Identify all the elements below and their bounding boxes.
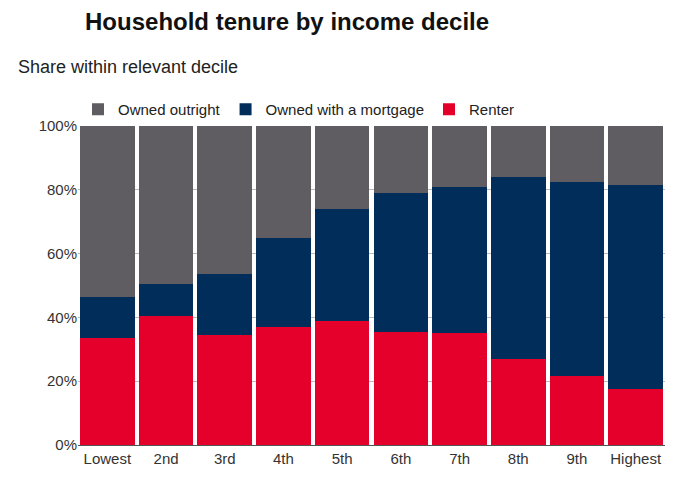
svg-text:4th: 4th <box>273 450 294 467</box>
svg-text:Highest: Highest <box>610 450 662 467</box>
svg-text:5th: 5th <box>332 450 353 467</box>
svg-text:Household tenure by income dec: Household tenure by income decile <box>85 8 489 35</box>
svg-text:Owned outright: Owned outright <box>118 101 221 118</box>
svg-text:100%: 100% <box>39 117 77 134</box>
svg-text:7th: 7th <box>449 450 470 467</box>
svg-text:0%: 0% <box>55 436 77 453</box>
svg-text:2nd: 2nd <box>154 450 179 467</box>
svg-text:Lowest: Lowest <box>84 450 132 467</box>
svg-text:8th: 8th <box>508 450 529 467</box>
svg-text:80%: 80% <box>47 181 77 198</box>
svg-text:Share within relevant decile: Share within relevant decile <box>18 57 238 77</box>
svg-text:6th: 6th <box>390 450 411 467</box>
svg-text:Renter: Renter <box>469 101 514 118</box>
svg-text:60%: 60% <box>47 245 77 262</box>
svg-text:Owned with a mortgage: Owned with a mortgage <box>266 101 424 118</box>
svg-text:9th: 9th <box>567 450 588 467</box>
svg-text:3rd: 3rd <box>214 450 236 467</box>
svg-text:40%: 40% <box>47 309 77 326</box>
svg-text:20%: 20% <box>47 372 77 389</box>
